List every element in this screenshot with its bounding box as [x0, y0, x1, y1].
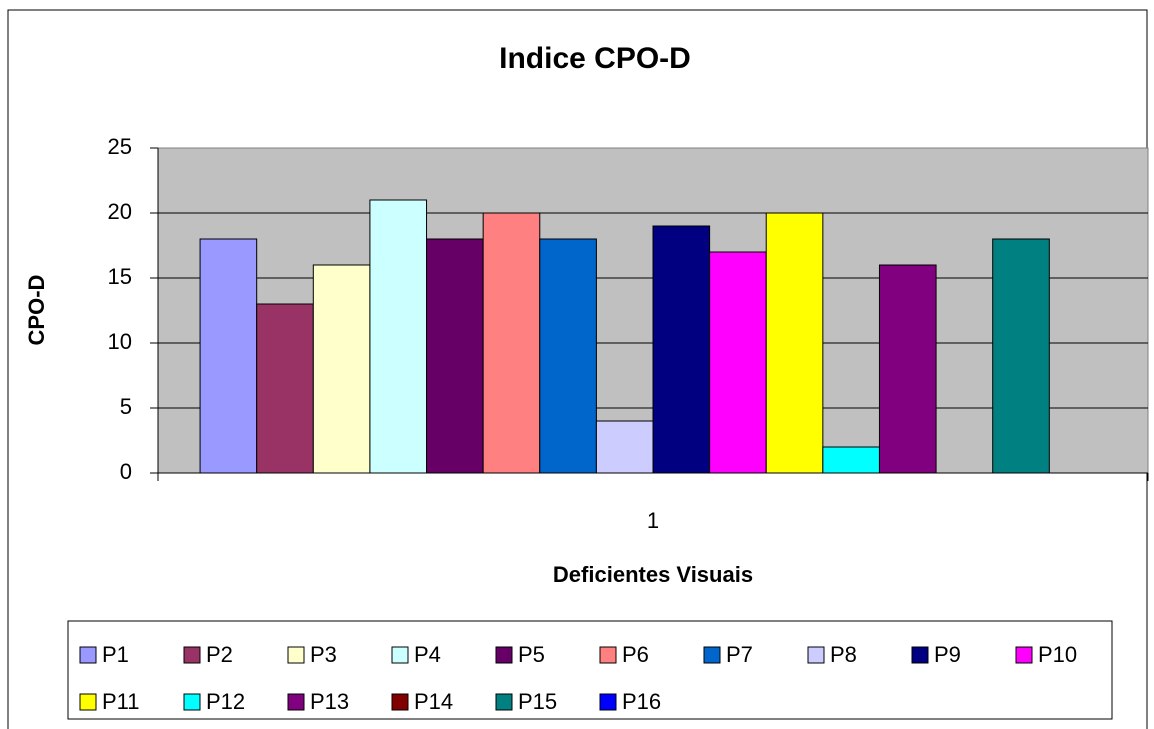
legend-swatch — [1015, 646, 1033, 664]
legend-label: P13 — [310, 689, 349, 714]
legend-label: P15 — [518, 689, 557, 714]
legend-label: P7 — [726, 642, 753, 667]
legend-label: P16 — [622, 689, 661, 714]
y-tick-label: 10 — [108, 329, 132, 354]
legend-label: P14 — [414, 689, 453, 714]
bar — [652, 225, 711, 474]
legend — [67, 620, 1113, 720]
legend-swatch — [287, 646, 305, 664]
legend-swatch — [183, 693, 201, 711]
legend-swatch — [599, 646, 617, 664]
bar — [199, 238, 258, 474]
legend-label: P10 — [1038, 642, 1077, 667]
legend-swatch — [703, 646, 721, 664]
bar — [369, 199, 428, 474]
legend-label: P3 — [310, 642, 337, 667]
legend-label: P9 — [934, 642, 961, 667]
y-tick-label: 0 — [120, 459, 132, 484]
legend-label: P8 — [830, 642, 857, 667]
bar — [539, 238, 597, 474]
legend-label: P1 — [102, 642, 129, 667]
legend-swatch — [183, 646, 201, 664]
legend-swatch — [79, 646, 97, 664]
bar — [482, 212, 541, 474]
legend-swatch — [911, 646, 929, 664]
legend-swatch — [391, 693, 409, 711]
legend-swatch — [495, 646, 513, 664]
x-tick-label: 1 — [647, 508, 659, 533]
bar — [595, 420, 654, 474]
y-axis-label: CPO-D — [24, 275, 49, 346]
legend-swatch — [495, 693, 513, 711]
x-axis-label: Deficientes Visuais — [553, 562, 753, 587]
legend-label: P4 — [414, 642, 441, 667]
legend-label: P5 — [518, 642, 545, 667]
bar — [312, 264, 371, 474]
y-tick-label: 15 — [108, 264, 132, 289]
legend-swatch — [599, 693, 617, 711]
legend-label: P12 — [206, 689, 245, 714]
bar — [256, 303, 314, 474]
legend-swatch — [287, 693, 305, 711]
y-tick-label: 20 — [108, 199, 132, 224]
bar — [992, 238, 1050, 474]
bar — [878, 264, 937, 474]
legend-label: P2 — [206, 642, 233, 667]
legend-label: P11 — [102, 689, 140, 714]
chart-title: Indice CPO-D — [499, 42, 691, 75]
bar — [765, 212, 824, 474]
legend-swatch — [807, 646, 825, 664]
bar — [426, 238, 484, 474]
legend-label: P6 — [622, 642, 649, 667]
bar — [709, 251, 767, 474]
y-tick-label: 5 — [120, 394, 132, 419]
y-tick-label: 25 — [108, 134, 132, 159]
legend-swatch — [79, 693, 97, 711]
legend-swatch — [391, 646, 409, 664]
bar — [822, 446, 880, 474]
